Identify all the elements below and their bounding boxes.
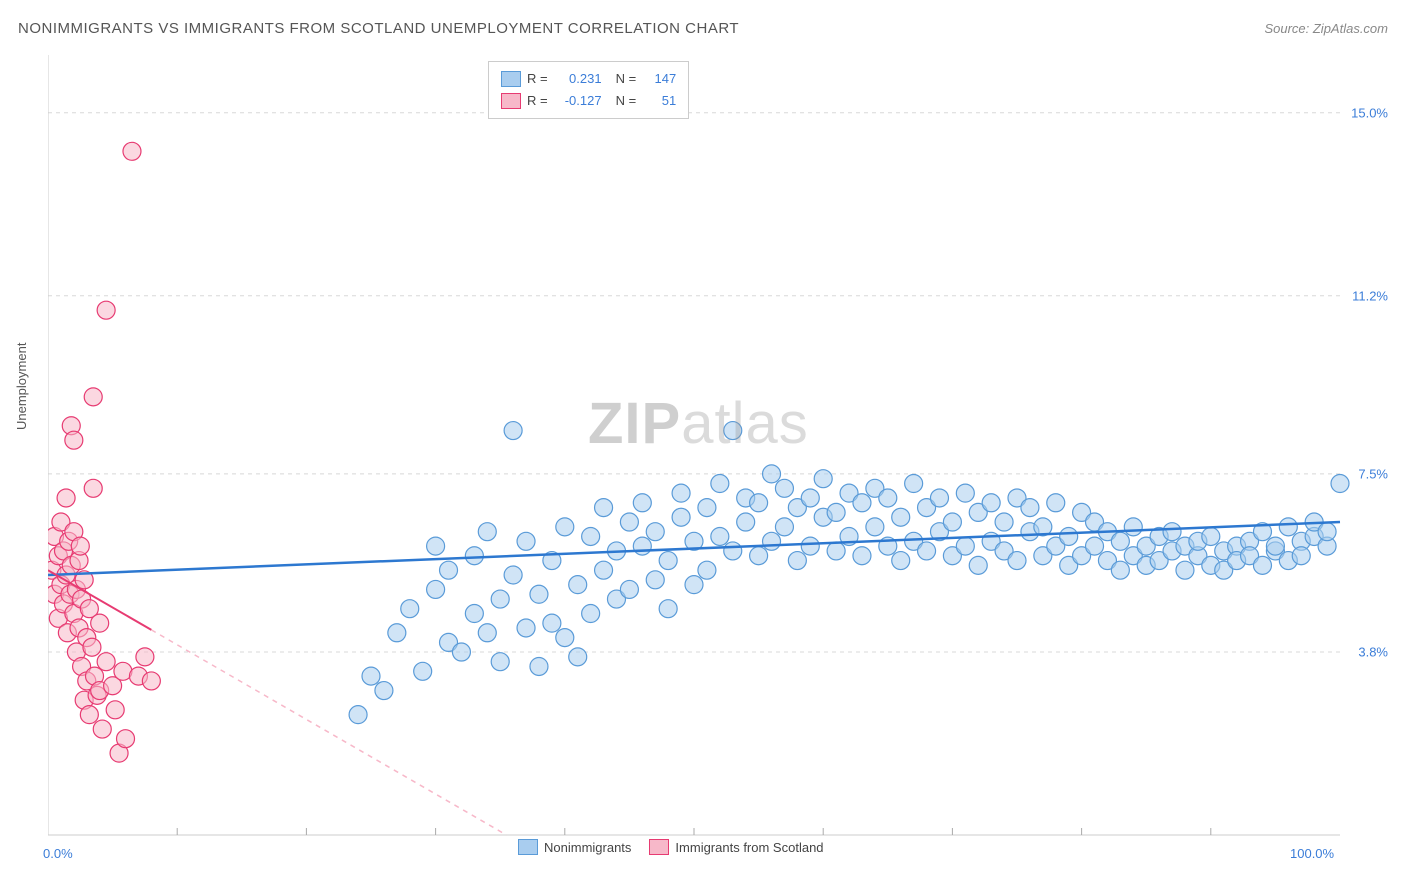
legend-item: Nonimmigrants [518,839,631,855]
chart-area: ZIPatlas R = 0.231 N = 147 R = -0.127 N … [48,55,1388,855]
legend-swatch [501,93,521,109]
correlation-box: R = 0.231 N = 147 R = -0.127 N = 51 [488,61,689,119]
x-tick-label: 0.0% [43,846,73,861]
legend-label: Nonimmigrants [544,840,631,855]
series-legend: Nonimmigrants Immigrants from Scotland [518,841,824,853]
scatter-chart [48,55,1400,875]
source-attribution: Source: ZipAtlas.com [1264,21,1388,36]
legend-swatch [501,71,521,87]
y-axis-label: Unemployment [14,343,29,430]
correlation-row: R = -0.127 N = 51 [501,90,676,112]
legend-swatch [518,839,538,855]
legend-label: Immigrants from Scotland [675,840,823,855]
correlation-row: R = 0.231 N = 147 [501,68,676,90]
legend-swatch [649,839,669,855]
y-tick-label: 15.0% [1351,105,1388,120]
y-tick-label: 7.5% [1358,466,1388,481]
y-tick-label: 3.8% [1358,645,1388,660]
legend-item: Immigrants from Scotland [649,839,823,855]
chart-title: NONIMMIGRANTS VS IMMIGRANTS FROM SCOTLAN… [18,20,739,37]
x-tick-label: 100.0% [1290,846,1334,861]
y-tick-label: 11.2% [1352,288,1388,303]
